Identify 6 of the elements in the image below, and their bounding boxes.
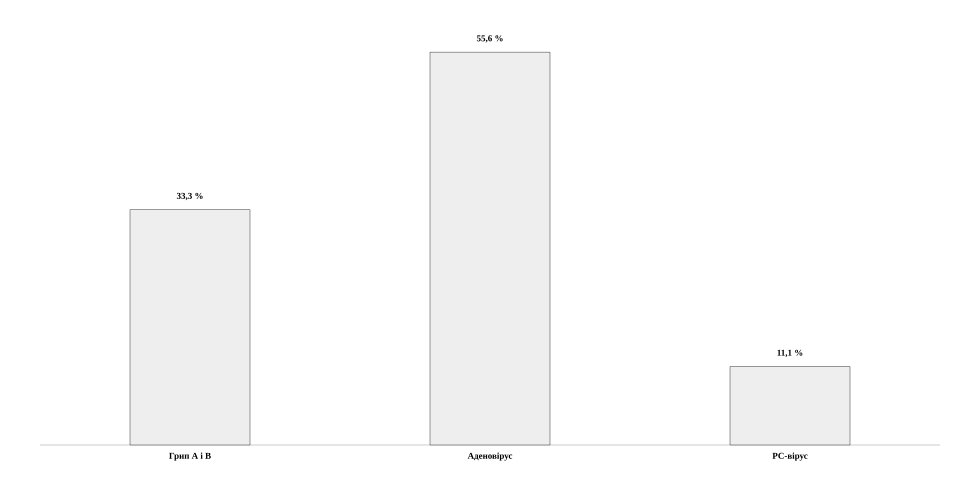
data-label: 11,1 %	[778, 350, 802, 358]
data-label: 33,3 %	[176, 192, 203, 200]
data-label: 55,6 %	[476, 35, 503, 43]
x-tick-label: РС-вірус	[772, 452, 808, 461]
x-tick-label: Аденовірус	[468, 452, 512, 461]
x-tick-label: Грип А і В	[169, 452, 211, 461]
